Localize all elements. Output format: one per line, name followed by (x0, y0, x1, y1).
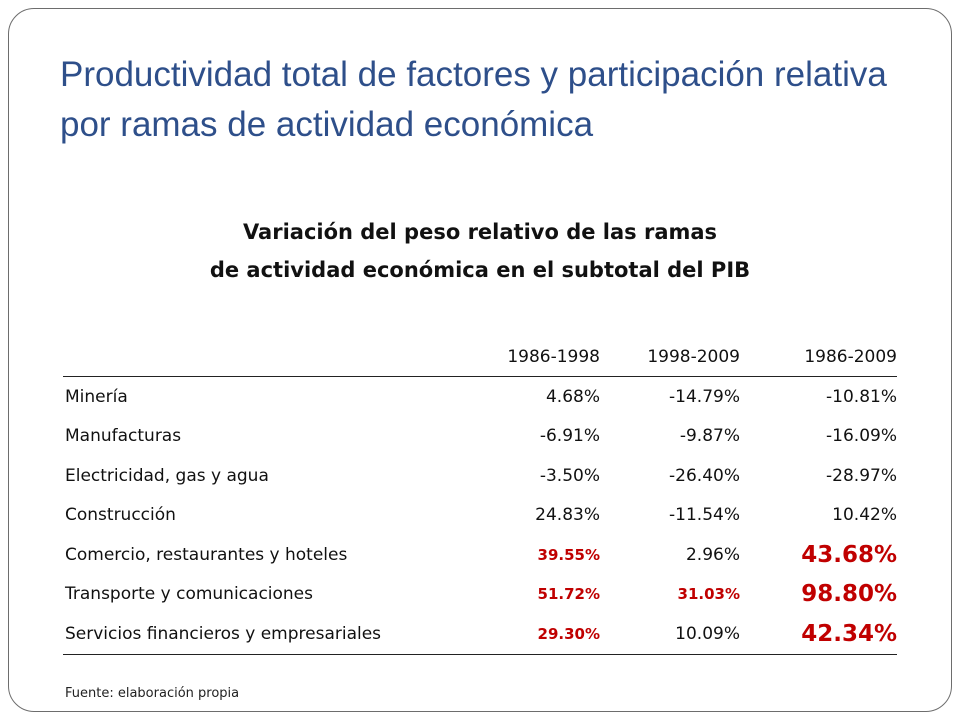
value-cell: -28.97% (826, 465, 897, 486)
table-row: Electricidad, gas y agua -3.50% -26.40% … (63, 456, 897, 496)
value-cell: -26.40% (669, 465, 740, 486)
subtitle-line-1: Variación del peso relativo de las ramas (242, 220, 718, 244)
table-row: Minería 4.68% -14.79% -10.81% (63, 377, 897, 417)
branch-name: Manufacturas (65, 426, 182, 447)
value-cell: -6.91% (539, 426, 600, 447)
slide-frame (8, 8, 952, 712)
table-subtitle: Variación del peso relativo de las ramas… (60, 213, 900, 289)
branch-name: Transporte y comunicaciones (65, 584, 314, 605)
value-cell: -3.50% (539, 465, 600, 486)
highlighted-value-cell: 39.55% (537, 545, 600, 564)
column-header-period: 1986-2009 (740, 338, 897, 377)
value-cell: 10.09% (600, 614, 740, 655)
value-cell: -16.09% (826, 426, 897, 447)
branch-name: Minería (65, 386, 128, 407)
value-cell: -11.54% (669, 505, 740, 526)
table-row: Comercio, restaurantes y hoteles 39.55% … (63, 535, 897, 575)
value-cell: 2.96% (685, 544, 740, 565)
value-cell: 4.68% (545, 386, 600, 407)
column-header-branch (63, 338, 463, 377)
highlighted-value-cell: 42.34% (740, 614, 897, 655)
value-cell: -14.79% (669, 386, 740, 407)
table-row: Manufacturas -6.91% -9.87% -16.09% (63, 417, 897, 457)
table-row: Construcción 24.83% -11.54% 10.42% (63, 496, 897, 536)
highlighted-value-cell: 31.03% (677, 585, 740, 604)
value-cell: -9.87% (679, 426, 740, 447)
branch-name: Comercio, restaurantes y hoteles (65, 544, 348, 565)
table-row: Servicios financieros y empresariales 29… (63, 614, 897, 655)
branch-name: Electricidad, gas y agua (65, 465, 269, 486)
branch-name: Servicios financieros y empresariales (63, 614, 463, 655)
slide-title: Productividad total de factores y partic… (60, 55, 887, 144)
header-row: 1986-1998 1998-2009 1986-2009 (63, 338, 897, 377)
highlighted-value-cell: 98.80% (801, 581, 897, 608)
subtitle-line-2: de actividad económica en el subtotal de… (209, 258, 751, 282)
column-header-period: 1998-2009 (600, 338, 740, 377)
branch-name: Construcción (65, 505, 176, 526)
value-cell: -10.81% (826, 386, 897, 407)
data-table: 1986-1998 1998-2009 1986-2009 Minería 4.… (63, 338, 897, 655)
source-note: Fuente: elaboración propia (65, 686, 240, 701)
highlighted-value-cell: 29.30% (463, 614, 600, 655)
column-header-period: 1986-1998 (463, 338, 600, 377)
value-cell: 24.83% (535, 505, 600, 526)
highlighted-value-cell: 51.72% (537, 585, 600, 604)
highlighted-value-cell: 43.68% (801, 541, 897, 568)
value-cell: 10.42% (832, 505, 897, 526)
table-row: Transporte y comunicaciones 51.72% 31.03… (63, 575, 897, 615)
